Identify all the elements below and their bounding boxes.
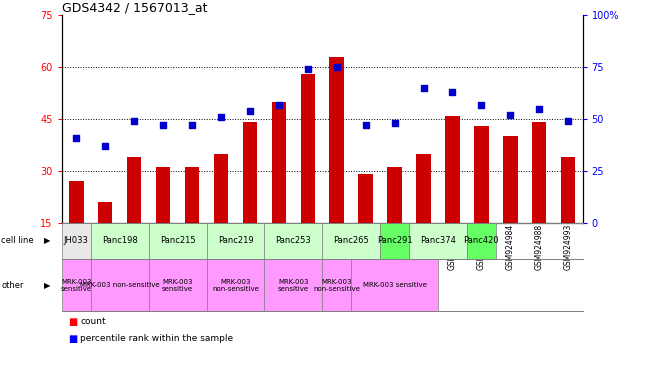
Text: ▶: ▶: [44, 281, 50, 290]
Bar: [387, 167, 402, 223]
Text: Panc198: Panc198: [102, 237, 137, 245]
Point: [215, 114, 226, 120]
Bar: [532, 122, 546, 223]
Bar: [156, 167, 171, 223]
Point: [476, 101, 486, 108]
Text: MRK-003 non-sensitive: MRK-003 non-sensitive: [80, 282, 159, 288]
Text: MRK-003
sensitive: MRK-003 sensitive: [61, 279, 92, 291]
Point: [419, 85, 429, 91]
Point: [389, 120, 400, 126]
Text: percentile rank within the sample: percentile rank within the sample: [80, 334, 233, 343]
Text: ■: ■: [68, 334, 77, 344]
Text: Panc253: Panc253: [275, 237, 311, 245]
Bar: [301, 74, 315, 223]
Bar: [127, 157, 141, 223]
Text: ▶: ▶: [44, 237, 50, 245]
Bar: [185, 167, 199, 223]
Bar: [214, 154, 229, 223]
Point: [273, 101, 284, 108]
Point: [303, 66, 313, 72]
Text: MRK-003
sensitive: MRK-003 sensitive: [278, 279, 309, 291]
Bar: [98, 202, 113, 223]
Text: Panc265: Panc265: [333, 237, 369, 245]
Text: Panc215: Panc215: [159, 237, 195, 245]
Text: MRK-003
sensitive: MRK-003 sensitive: [162, 279, 193, 291]
Text: cell line: cell line: [1, 237, 34, 245]
Text: JH033: JH033: [64, 237, 89, 245]
Text: other: other: [1, 281, 24, 290]
Point: [187, 122, 197, 128]
Text: ■: ■: [68, 317, 77, 327]
Text: MRK-003
non-sensitive: MRK-003 non-sensitive: [313, 279, 360, 291]
Bar: [69, 181, 83, 223]
Text: GDS4342 / 1567013_at: GDS4342 / 1567013_at: [62, 1, 208, 14]
Point: [563, 118, 574, 124]
Point: [245, 108, 255, 114]
Bar: [243, 122, 257, 223]
Bar: [474, 126, 489, 223]
Text: Panc420: Panc420: [464, 237, 499, 245]
Point: [361, 122, 371, 128]
Text: MRK-003 sensitive: MRK-003 sensitive: [363, 282, 426, 288]
Point: [71, 135, 81, 141]
Point: [129, 118, 139, 124]
Text: Panc291: Panc291: [377, 237, 412, 245]
Bar: [503, 136, 518, 223]
Bar: [561, 157, 575, 223]
Text: Panc374: Panc374: [420, 237, 456, 245]
Text: count: count: [80, 317, 105, 326]
Point: [505, 112, 516, 118]
Text: MRK-003
non-sensitive: MRK-003 non-sensitive: [212, 279, 259, 291]
Point: [447, 89, 458, 95]
Bar: [329, 57, 344, 223]
Bar: [416, 154, 431, 223]
Point: [534, 106, 544, 112]
Bar: [445, 116, 460, 223]
Point: [331, 64, 342, 70]
Point: [158, 122, 169, 128]
Bar: [359, 174, 373, 223]
Text: Panc219: Panc219: [217, 237, 253, 245]
Point: [100, 143, 111, 149]
Bar: [271, 102, 286, 223]
